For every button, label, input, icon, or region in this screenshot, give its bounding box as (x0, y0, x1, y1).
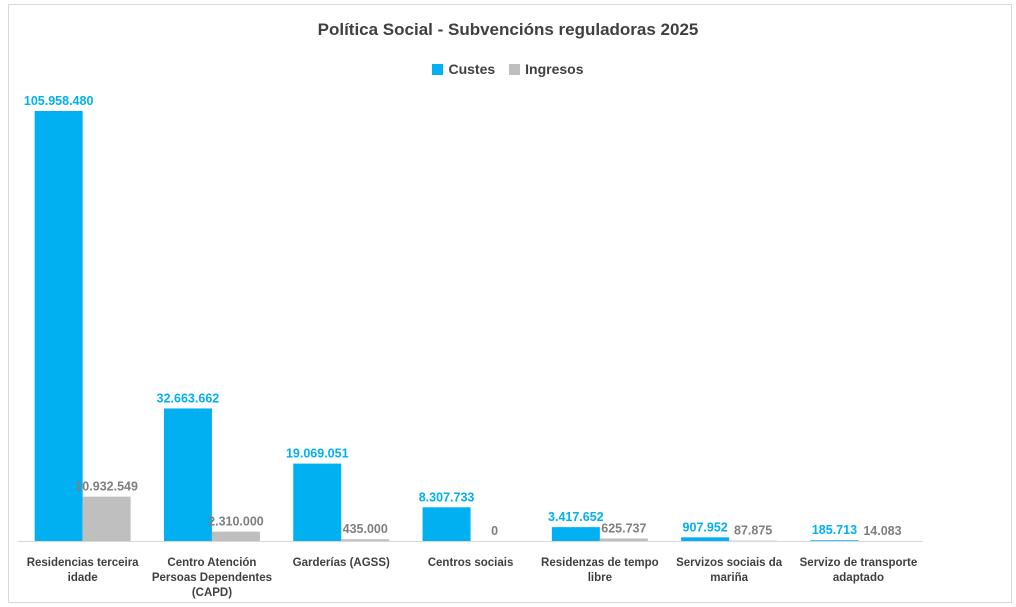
bar-custes-6[interactable] (810, 540, 859, 541)
bar-ingresos-1[interactable] (211, 531, 260, 541)
data-label-ingresos-6: 14.083 (863, 524, 901, 538)
bar-custes-3[interactable] (422, 507, 471, 541)
chart-title: Política Social - Subvencións reguladora… (317, 20, 699, 39)
data-label-custes-6: 185.713 (812, 523, 857, 537)
bar-ingresos-2[interactable] (341, 539, 390, 541)
category-label-2: Garderías (AGSS) (293, 557, 390, 569)
category-label-6: Servizo de transporte adaptado (800, 557, 918, 584)
bar-custes-2[interactable] (293, 463, 342, 541)
data-label-custes-0: 105.958.480 (24, 94, 94, 108)
data-label-ingresos-1: 2.310.000 (208, 515, 264, 529)
data-label-ingresos-3: 0 (491, 524, 498, 538)
data-label-ingresos-4: 625.737 (601, 521, 646, 535)
data-label-custes-2: 19.069.051 (286, 447, 349, 461)
data-label-custes-5: 907.952 (683, 520, 728, 534)
legend-item-ingresos[interactable]: Ingresos (509, 61, 584, 77)
category-label-1: Centro Atención Persoas Dependentes (CAPD) (152, 557, 272, 599)
data-label-ingresos-2: 435.000 (343, 522, 388, 536)
legend-swatch-ingresos (509, 63, 521, 75)
data-label-custes-3: 8.307.733 (419, 490, 475, 504)
category-label-4: Residenzas de tempo libre (541, 557, 659, 584)
bar-custes-0[interactable] (34, 111, 83, 541)
bar-ingresos-4[interactable] (599, 538, 648, 541)
legend-item-custes[interactable]: Custes (432, 61, 495, 77)
data-label-custes-1: 32.663.662 (157, 391, 220, 405)
category-label-3: Centros sociais (428, 557, 514, 569)
data-label-custes-4: 3.417.652 (548, 510, 604, 524)
data-label-ingresos-5: 87.875 (734, 524, 772, 538)
data-label-ingresos-0: 10.932.549 (75, 480, 138, 494)
bar-custes-1[interactable] (163, 408, 212, 541)
category-label-0: Residencias terceira idade (27, 557, 139, 584)
legend-label-custes: Custes (448, 61, 496, 77)
chart-legend: Custes Ingresos (0, 61, 1016, 77)
category-label-5: Servizos sociais da mariña (676, 557, 783, 584)
bar-custes-5[interactable] (681, 537, 730, 541)
legend-swatch-custes (432, 63, 444, 75)
legend-label-ingresos: Ingresos (525, 61, 584, 77)
bar-custes-4[interactable] (551, 527, 600, 541)
bar-ingresos-0[interactable] (82, 496, 131, 541)
